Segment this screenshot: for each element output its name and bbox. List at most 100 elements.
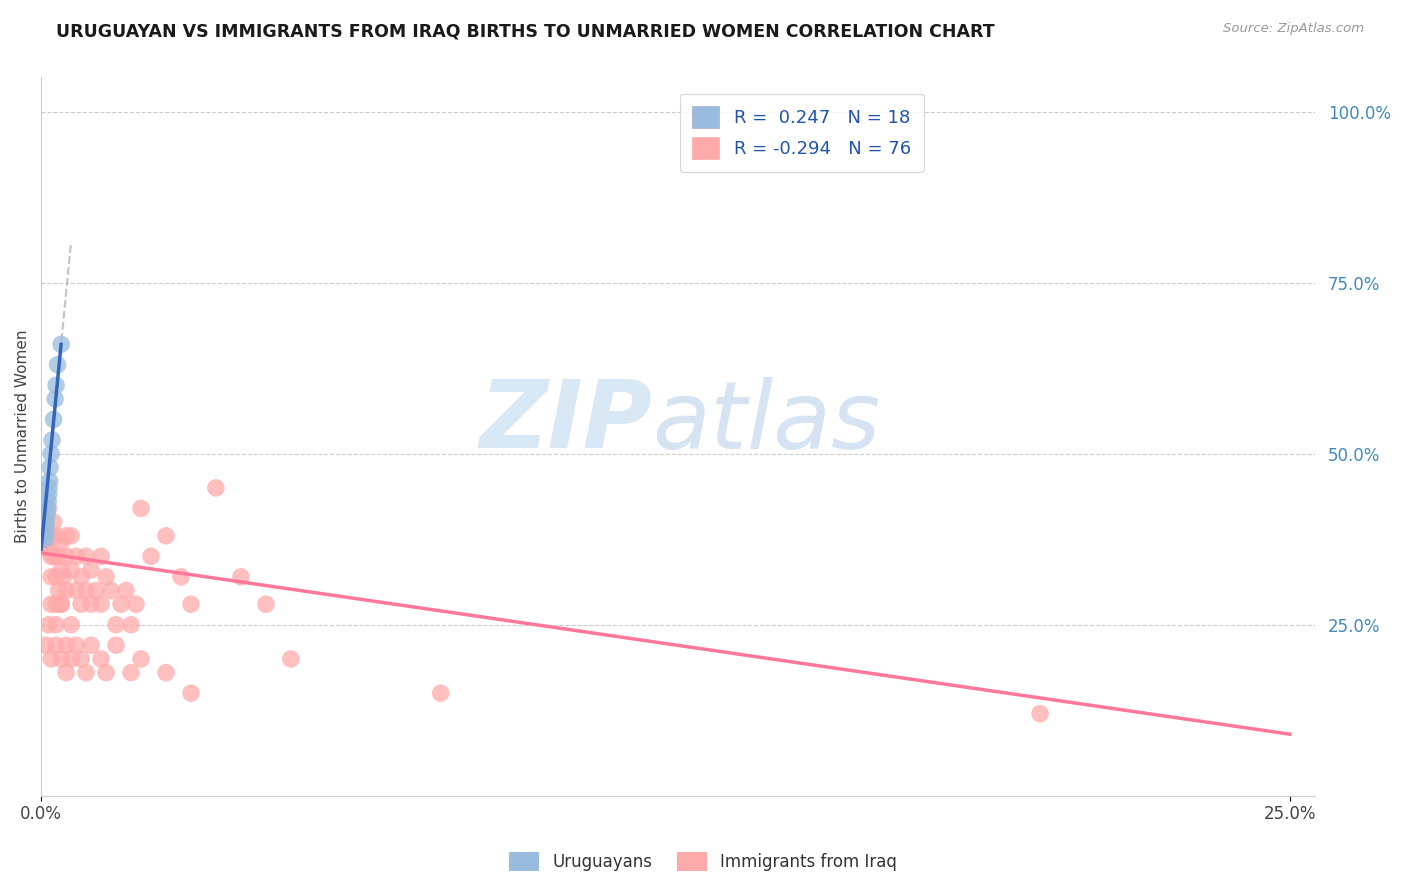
Legend: R =  0.247   N = 18, R = -0.294   N = 76: R = 0.247 N = 18, R = -0.294 N = 76 <box>679 94 924 172</box>
Point <box>94 665 117 680</box>
Point <box>48 549 70 564</box>
Point <box>34 529 56 543</box>
Point <box>45 638 67 652</box>
Point <box>90 597 112 611</box>
Point <box>38 488 60 502</box>
Point <box>94 570 117 584</box>
Point <box>280 652 302 666</box>
Point <box>229 570 252 584</box>
Point <box>44 392 66 406</box>
Text: ZIP: ZIP <box>479 376 652 468</box>
Text: URUGUAYAN VS IMMIGRANTS FROM IRAQ BIRTHS TO UNMARRIED WOMEN CORRELATION CHART: URUGUAYAN VS IMMIGRANTS FROM IRAQ BIRTHS… <box>56 22 995 40</box>
Point <box>35 535 58 549</box>
Point <box>34 533 56 547</box>
Point <box>35 515 58 529</box>
Point <box>35 638 58 652</box>
Point <box>60 529 83 543</box>
Point <box>75 549 97 564</box>
Point <box>254 597 277 611</box>
Point <box>38 542 60 557</box>
Point <box>60 617 83 632</box>
Point <box>75 665 97 680</box>
Point <box>38 481 60 495</box>
Point <box>70 652 93 666</box>
Point <box>105 617 128 632</box>
Point <box>38 474 60 488</box>
Point <box>100 583 122 598</box>
Point <box>170 570 193 584</box>
Point <box>38 617 60 632</box>
Point <box>55 529 77 543</box>
Point <box>75 583 97 598</box>
Point <box>65 638 87 652</box>
Point <box>37 501 59 516</box>
Text: atlas: atlas <box>652 376 880 467</box>
Point <box>37 494 59 508</box>
Point <box>155 529 177 543</box>
Point <box>429 686 451 700</box>
Point <box>129 501 152 516</box>
Point <box>42 515 65 529</box>
Point <box>49 563 72 577</box>
Point <box>41 433 63 447</box>
Point <box>55 638 77 652</box>
Point <box>45 617 67 632</box>
Point <box>120 665 142 680</box>
Point <box>84 583 107 598</box>
Point <box>60 563 83 577</box>
Point <box>55 583 77 598</box>
Point <box>49 337 72 351</box>
Point <box>110 597 132 611</box>
Point <box>39 447 62 461</box>
Y-axis label: Births to Unmarried Women: Births to Unmarried Women <box>15 330 30 543</box>
Point <box>39 597 62 611</box>
Point <box>129 652 152 666</box>
Point <box>38 501 60 516</box>
Point <box>46 358 69 372</box>
Point <box>45 529 67 543</box>
Point <box>115 583 138 598</box>
Legend: Uruguayans, Immigrants from Iraq: Uruguayans, Immigrants from Iraq <box>501 843 905 880</box>
Point <box>80 638 103 652</box>
Point <box>65 549 87 564</box>
Point <box>80 563 103 577</box>
Point <box>39 652 62 666</box>
Point <box>52 570 75 584</box>
Point <box>39 529 62 543</box>
Point <box>48 583 70 598</box>
Point <box>155 665 177 680</box>
Point <box>45 378 67 392</box>
Point <box>32 529 55 543</box>
Point <box>105 638 128 652</box>
Point <box>1029 706 1052 721</box>
Point <box>55 665 77 680</box>
Point <box>70 597 93 611</box>
Point <box>120 617 142 632</box>
Point <box>70 570 93 584</box>
Point <box>39 460 62 475</box>
Point <box>180 597 202 611</box>
Point <box>42 549 65 564</box>
Point <box>80 597 103 611</box>
Point <box>65 583 87 598</box>
Point <box>55 549 77 564</box>
Point <box>49 597 72 611</box>
Point <box>49 535 72 549</box>
Point <box>45 597 67 611</box>
Point <box>49 597 72 611</box>
Point <box>37 508 59 523</box>
Point <box>139 549 162 564</box>
Point <box>39 549 62 564</box>
Point <box>180 686 202 700</box>
Text: Source: ZipAtlas.com: Source: ZipAtlas.com <box>1223 22 1364 36</box>
Point <box>205 481 228 495</box>
Point <box>60 652 83 666</box>
Point <box>49 652 72 666</box>
Point <box>125 597 148 611</box>
Point <box>45 570 67 584</box>
Point <box>39 570 62 584</box>
Point <box>35 522 58 536</box>
Point <box>42 412 65 426</box>
Point <box>90 549 112 564</box>
Point <box>90 652 112 666</box>
